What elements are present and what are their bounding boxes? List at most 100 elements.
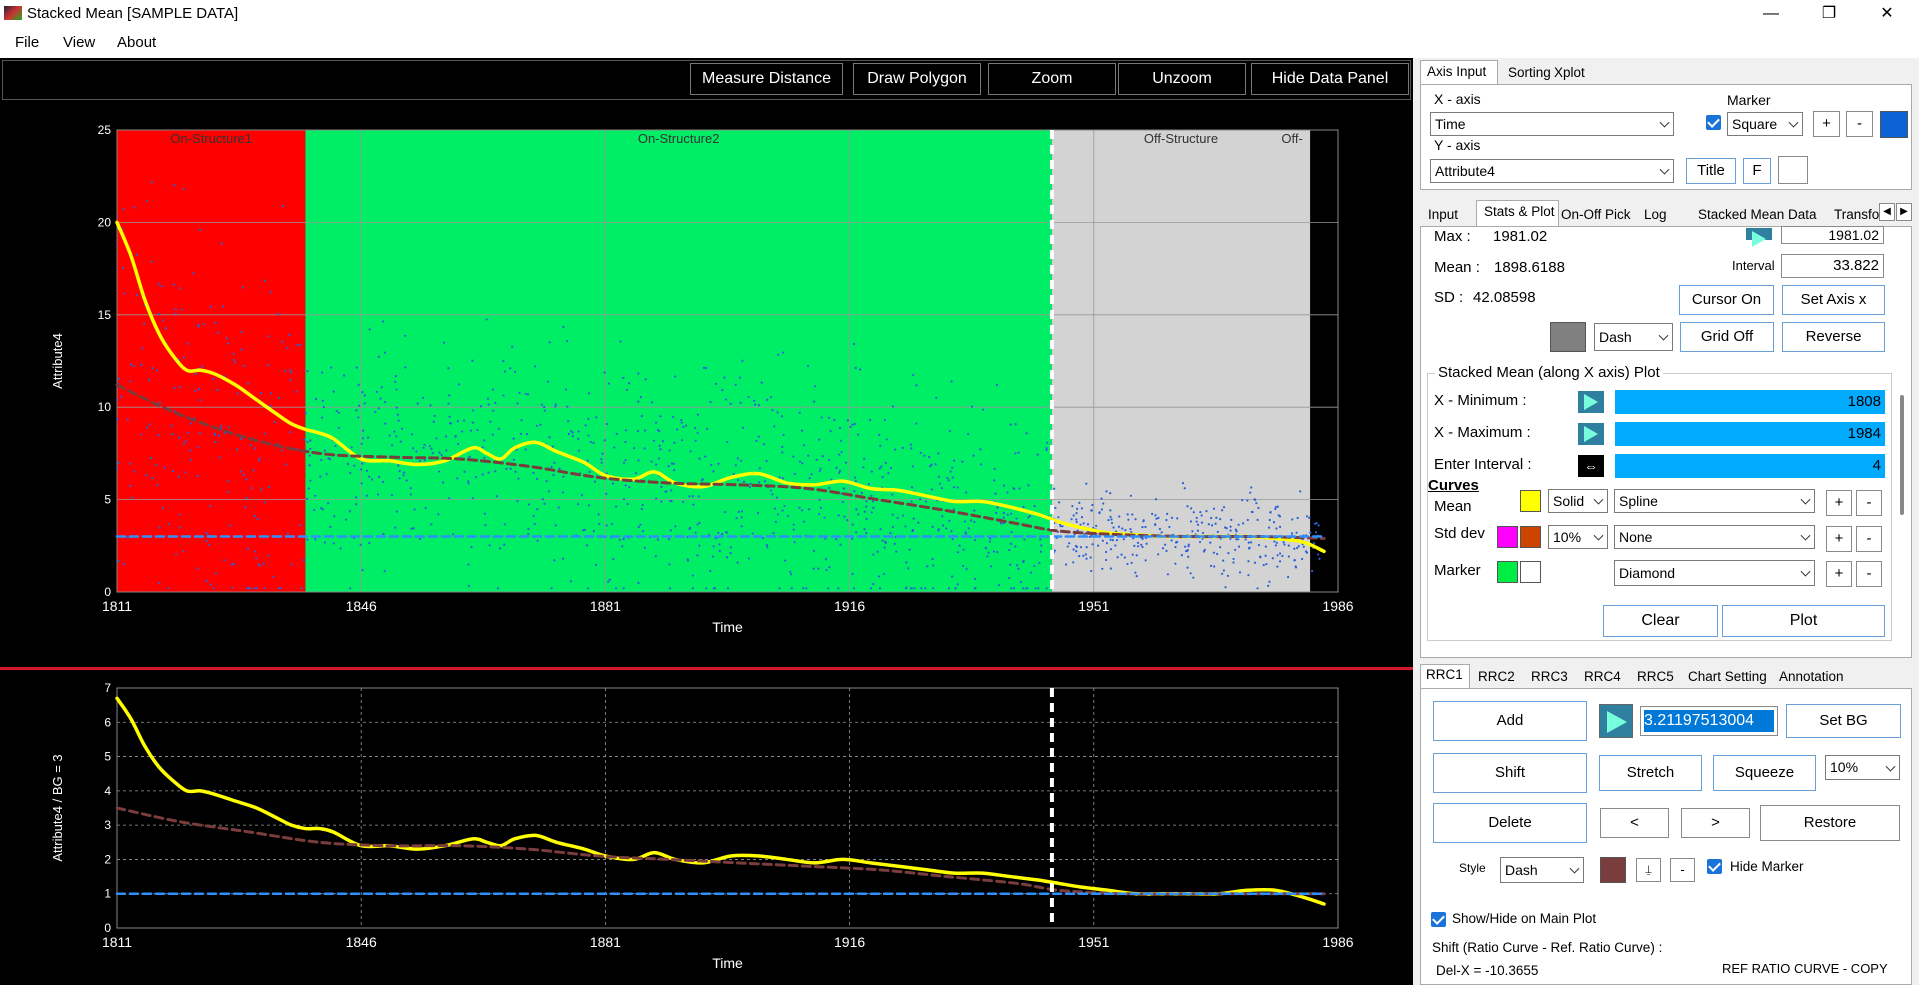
title-button[interactable]: Title bbox=[1686, 158, 1736, 184]
std-minus-button[interactable]: - bbox=[1856, 526, 1882, 552]
rrc-color-swatch[interactable] bbox=[1600, 857, 1626, 883]
tab-rrc2[interactable]: RRC2 bbox=[1478, 669, 1515, 684]
set-bg-button[interactable]: Set BG bbox=[1786, 704, 1901, 738]
grid-line-style-select[interactable]: Dash bbox=[1594, 323, 1673, 351]
menu-view[interactable]: View bbox=[63, 34, 96, 51]
plot-separator[interactable] bbox=[0, 667, 1413, 670]
marker-type-select[interactable]: Diamond bbox=[1614, 560, 1815, 586]
rrc-width-down-button[interactable]: - bbox=[1670, 858, 1695, 882]
x-minimum-field[interactable]: 1808 bbox=[1615, 390, 1885, 414]
std-pct-select[interactable]: 10% bbox=[1548, 525, 1608, 549]
scatter-point bbox=[1071, 504, 1074, 508]
main-chart[interactable]: 1811 1846 1881 1916 1951 1986 0 5 10 15 20 25 On-St… bbox=[0, 100, 1413, 660]
move-left-button[interactable]: < bbox=[1600, 808, 1669, 838]
ratio-chart[interactable]: 1811 1846 1881 1916 1951 1986 0 1 2 3 4 5 6 7 Time At… bbox=[0, 670, 1413, 985]
zoom-button[interactable]: Zoom bbox=[988, 63, 1116, 95]
plot-button[interactable]: Plot bbox=[1722, 605, 1885, 637]
stretch-button[interactable]: Stretch bbox=[1599, 755, 1702, 791]
y-axis-select[interactable]: Attribute4 bbox=[1430, 159, 1674, 183]
reverse-button[interactable]: Reverse bbox=[1782, 322, 1885, 352]
tab-stacked-mean-data[interactable]: Stacked Mean Data bbox=[1698, 207, 1817, 222]
maximize-button[interactable]: ❐ bbox=[1821, 5, 1837, 22]
std-type-select[interactable]: None bbox=[1614, 525, 1815, 549]
x-maximum-field[interactable]: 1984 bbox=[1615, 422, 1885, 446]
scatter-point bbox=[1276, 505, 1279, 508]
scatter-point bbox=[885, 438, 888, 441]
tab-transform[interactable]: Transfo bbox=[1834, 207, 1880, 222]
interval-arrows-icon[interactable]: ⇔ bbox=[1578, 455, 1604, 477]
rrc-pct-select[interactable]: 10% bbox=[1825, 755, 1900, 780]
marker-fill-swatch[interactable] bbox=[1497, 561, 1518, 583]
mean-color-swatch[interactable] bbox=[1520, 490, 1541, 512]
grid-color-swatch[interactable] bbox=[1550, 322, 1586, 352]
rrc-style-select[interactable]: Dash bbox=[1500, 857, 1584, 883]
measure-distance-button[interactable]: Measure Distance bbox=[690, 63, 843, 95]
tab-scroll-left[interactable]: ◀ bbox=[1879, 203, 1895, 221]
shift-button[interactable]: Shift bbox=[1433, 753, 1587, 793]
rrc-value-field[interactable]: 3.21197513004 bbox=[1640, 706, 1778, 736]
std-color2-swatch[interactable] bbox=[1520, 526, 1541, 548]
hide-marker-checkbox[interactable] bbox=[1707, 859, 1722, 874]
font-button[interactable]: F bbox=[1743, 158, 1771, 184]
panel-scrollbar[interactable] bbox=[1900, 395, 1904, 515]
move-right-button[interactable]: > bbox=[1681, 808, 1750, 838]
scatter-point bbox=[908, 548, 911, 551]
marker-minus-button[interactable]: - bbox=[1846, 111, 1873, 137]
tab-xplot[interactable]: Xplot bbox=[1554, 65, 1585, 80]
std-color-swatch[interactable] bbox=[1497, 526, 1518, 548]
max-arrow-button[interactable] bbox=[1746, 228, 1772, 247]
scatter-point bbox=[1141, 537, 1144, 541]
mean-style-select[interactable]: Solid bbox=[1548, 489, 1608, 513]
close-button[interactable]: ✕ bbox=[1880, 5, 1894, 22]
squeeze-button[interactable]: Squeeze bbox=[1713, 755, 1816, 791]
marker-color-swatch[interactable] bbox=[1880, 111, 1908, 138]
marker-select[interactable]: Square bbox=[1727, 112, 1803, 136]
tab-rrc1[interactable]: RRC1 bbox=[1426, 667, 1463, 682]
x-axis-select[interactable]: Time bbox=[1430, 112, 1674, 136]
minimize-button[interactable]: — bbox=[1763, 5, 1779, 22]
restore-button[interactable]: Restore bbox=[1760, 805, 1900, 841]
tab-rrc4[interactable]: RRC4 bbox=[1584, 669, 1621, 684]
delete-button[interactable]: Delete bbox=[1433, 803, 1587, 843]
scatter-point bbox=[1192, 511, 1195, 514]
marker-plus-button[interactable]: + bbox=[1813, 111, 1840, 137]
mean-plus-button[interactable]: + bbox=[1826, 490, 1852, 516]
marker-checkbox[interactable] bbox=[1706, 115, 1721, 130]
tab-input[interactable]: Input bbox=[1428, 207, 1459, 222]
rrc-add-button[interactable]: Add bbox=[1433, 701, 1587, 741]
set-axis-x-button[interactable]: Set Axis x bbox=[1782, 285, 1885, 315]
draw-polygon-button[interactable]: Draw Polygon bbox=[853, 63, 981, 95]
max-field[interactable]: 1981.02 bbox=[1781, 226, 1884, 244]
unzoom-button[interactable]: Unzoom bbox=[1118, 63, 1246, 95]
grid-off-button[interactable]: Grid Off bbox=[1680, 322, 1774, 352]
enter-interval-field[interactable]: 4 bbox=[1615, 454, 1885, 478]
menu-file[interactable]: File bbox=[15, 34, 40, 51]
tab-rrc5[interactable]: RRC5 bbox=[1637, 669, 1674, 684]
tab-on-off-pick[interactable]: On-Off Pick bbox=[1561, 207, 1631, 222]
hide-data-panel-button[interactable]: Hide Data Panel bbox=[1251, 63, 1409, 95]
title-color-swatch[interactable] bbox=[1778, 156, 1808, 184]
tab-axis-input[interactable]: Axis Input bbox=[1427, 64, 1487, 79]
tab-chart-setting[interactable]: Chart Setting bbox=[1688, 669, 1767, 684]
tab-log[interactable]: Log bbox=[1644, 207, 1667, 222]
marker-line-swatch[interactable] bbox=[1520, 561, 1541, 583]
x-maximum-arrow-button[interactable] bbox=[1578, 423, 1604, 445]
mean-type-select[interactable]: Spline bbox=[1614, 489, 1815, 513]
tab-rrc3[interactable]: RRC3 bbox=[1531, 669, 1568, 684]
x-minimum-arrow-button[interactable] bbox=[1578, 391, 1604, 413]
cursor-on-button[interactable]: Cursor On bbox=[1679, 285, 1774, 315]
tab-stats-plot[interactable]: Stats & Plot bbox=[1484, 204, 1555, 219]
tab-sorting[interactable]: Sorting bbox=[1508, 65, 1551, 80]
rrc-apply-arrow-button[interactable] bbox=[1599, 704, 1633, 738]
rrc-width-up-button[interactable]: ⍊ bbox=[1636, 858, 1661, 882]
clear-button[interactable]: Clear bbox=[1603, 605, 1718, 637]
menu-about[interactable]: About bbox=[117, 34, 157, 51]
std-plus-button[interactable]: + bbox=[1826, 526, 1852, 552]
show-hide-checkbox[interactable] bbox=[1431, 912, 1446, 927]
marker-curve-minus-button[interactable]: - bbox=[1856, 561, 1882, 587]
tab-scroll-right[interactable]: ▶ bbox=[1896, 203, 1912, 221]
marker-curve-plus-button[interactable]: + bbox=[1826, 561, 1852, 587]
tab-annotation[interactable]: Annotation bbox=[1779, 669, 1844, 684]
interval-field[interactable]: 33.822 bbox=[1781, 254, 1884, 278]
mean-minus-button[interactable]: - bbox=[1856, 490, 1882, 516]
